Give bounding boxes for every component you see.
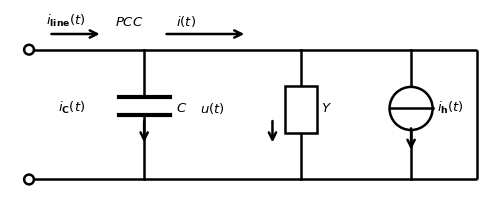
Bar xyxy=(285,86,317,133)
Text: $\mathit{Y}$: $\mathit{Y}$ xyxy=(322,102,332,115)
Circle shape xyxy=(24,174,34,184)
Text: $\mathit{i}(t)$: $\mathit{i}(t)$ xyxy=(176,14,196,29)
Circle shape xyxy=(390,87,433,130)
Text: $\mathit{C}$: $\mathit{C}$ xyxy=(176,102,187,115)
Text: $\mathit{PCC}$: $\mathit{PCC}$ xyxy=(115,16,143,29)
Text: $i_{\mathbf{C}}(t)$: $i_{\mathbf{C}}(t)$ xyxy=(58,100,85,117)
Circle shape xyxy=(24,45,34,54)
Text: $i_{\mathbf{h}}(t)$: $i_{\mathbf{h}}(t)$ xyxy=(437,100,464,117)
Text: $i_{\mathbf{line}}(t)$: $i_{\mathbf{line}}(t)$ xyxy=(46,13,86,29)
Text: $\mathit{u}(t)$: $\mathit{u}(t)$ xyxy=(200,101,225,116)
